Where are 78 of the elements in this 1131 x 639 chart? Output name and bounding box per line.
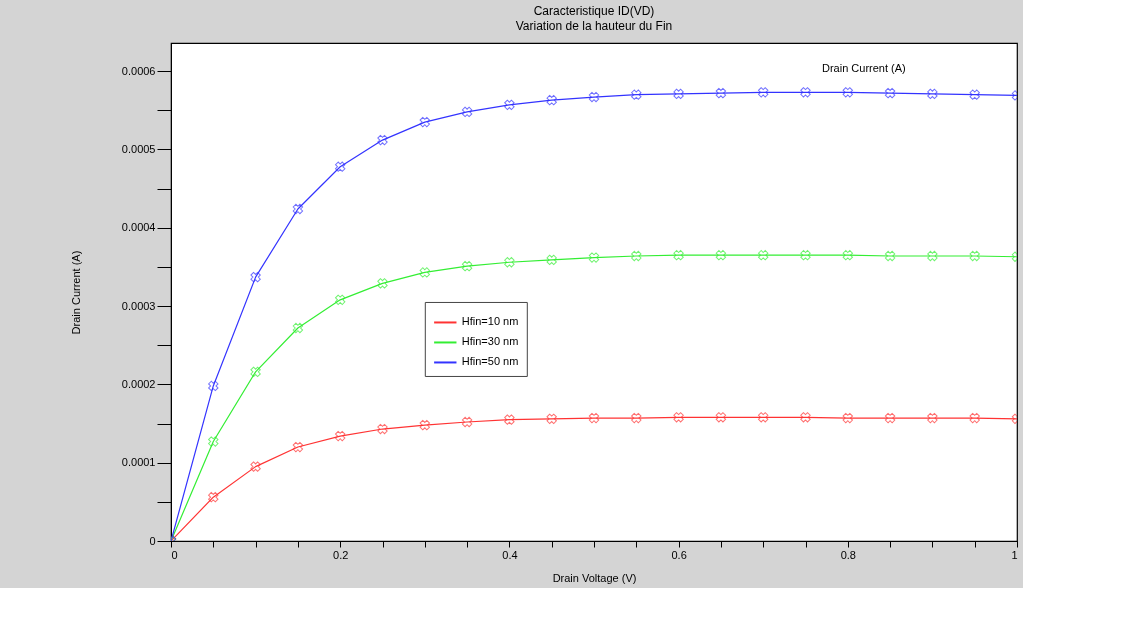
y-axis-title: Drain Current (A) xyxy=(69,250,82,335)
point xyxy=(715,412,727,423)
point xyxy=(758,412,769,423)
y-tick-label: 0.0005 xyxy=(121,142,156,155)
point xyxy=(419,116,430,128)
point xyxy=(884,87,896,99)
x-tick-label: 0 xyxy=(171,548,178,561)
point xyxy=(504,99,515,111)
legend-label: Hfin=10 nm xyxy=(461,315,519,328)
point xyxy=(842,250,853,261)
point xyxy=(250,461,261,472)
point xyxy=(588,91,600,103)
y-tick-label: 0 xyxy=(149,534,156,547)
point xyxy=(927,88,938,100)
point xyxy=(335,294,346,306)
legend-label: Hfin=30 nm xyxy=(461,335,519,348)
point xyxy=(588,412,600,424)
x-tick-label: 0.4 xyxy=(502,548,518,561)
point xyxy=(419,267,430,278)
point xyxy=(884,250,896,262)
point xyxy=(800,412,811,423)
point xyxy=(758,250,769,261)
point xyxy=(927,412,938,424)
y-tick-label: 0.0003 xyxy=(121,299,156,312)
point xyxy=(631,89,642,100)
point xyxy=(335,430,346,442)
y-tick-label: 0.0001 xyxy=(121,456,156,469)
chart-subtitle: Variation de la hauteur du Fin xyxy=(515,19,673,33)
point xyxy=(715,87,727,99)
point xyxy=(208,491,219,503)
point xyxy=(673,412,684,423)
point xyxy=(842,412,853,424)
point xyxy=(673,250,684,261)
point xyxy=(927,250,938,262)
point xyxy=(969,250,980,262)
point xyxy=(461,260,473,272)
point xyxy=(504,414,515,425)
y-tick-label: 0.0002 xyxy=(121,377,156,390)
point xyxy=(800,250,811,261)
annotation: Drain Current (A) xyxy=(822,62,906,74)
x-tick-label: 0.6 xyxy=(671,548,687,561)
point xyxy=(546,94,557,106)
point xyxy=(631,412,642,424)
point xyxy=(673,88,684,100)
point xyxy=(969,89,980,100)
point xyxy=(292,322,304,334)
point xyxy=(208,436,219,447)
point xyxy=(377,423,388,435)
point xyxy=(546,254,557,266)
point xyxy=(461,106,473,118)
x-tick-label: 1 xyxy=(1011,548,1018,561)
point xyxy=(504,257,515,268)
x-tick-label: 0.8 xyxy=(840,548,856,561)
point xyxy=(335,161,346,172)
point xyxy=(377,134,388,146)
y-tick-label: 0.0004 xyxy=(121,221,156,234)
legend-label: Hfin=50 nm xyxy=(461,355,519,368)
point xyxy=(419,419,430,431)
point xyxy=(800,87,811,98)
point xyxy=(884,412,896,424)
x-axis-title: Drain Voltage (V) xyxy=(552,571,637,584)
point xyxy=(250,271,261,283)
point xyxy=(292,441,304,453)
point xyxy=(969,412,980,424)
x-tick-label: 0.2 xyxy=(333,548,349,561)
chart-title: Caracteristique ID(VD) xyxy=(533,4,655,18)
point xyxy=(461,416,473,428)
point xyxy=(588,252,600,263)
point xyxy=(208,380,219,392)
point xyxy=(842,87,853,98)
y-tick-label: 0.0006 xyxy=(121,64,156,77)
point xyxy=(546,413,557,425)
point xyxy=(292,203,304,215)
point xyxy=(715,250,727,261)
point xyxy=(758,87,769,98)
point xyxy=(631,250,642,262)
point xyxy=(377,278,388,289)
point xyxy=(250,366,261,378)
